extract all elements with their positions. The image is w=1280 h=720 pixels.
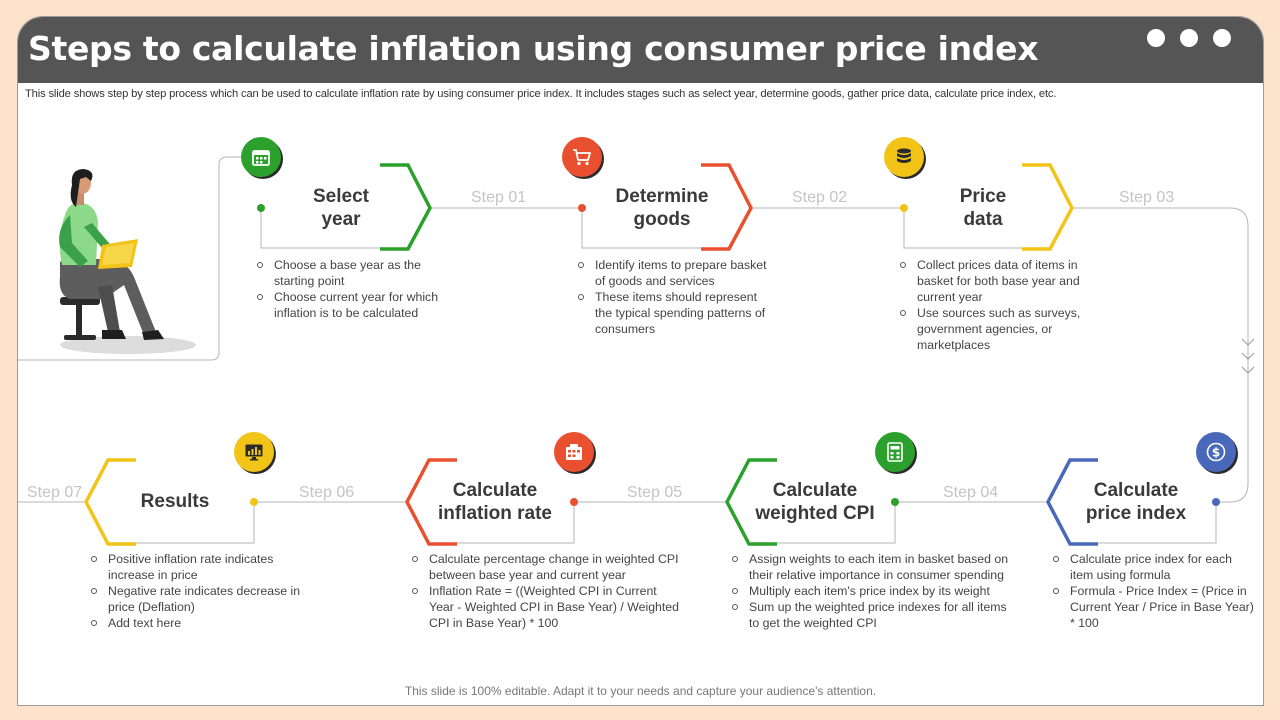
list-item: Negative rate indicates decrease in pric… [89, 583, 304, 615]
list-item: Choose current year for which inflation … [255, 289, 455, 321]
stage-title-inflation-rate: Calculate inflation rate [437, 480, 552, 524]
list-item: Sum up the weighted price indexes for al… [730, 599, 1020, 631]
step-label: Step 04 [943, 484, 999, 501]
slide-footer: This slide is 100% editable. Adapt it to… [404, 684, 877, 698]
list-item: Inflation Rate = ((Weighted CPI in Curre… [410, 583, 680, 631]
window-dot-icon [1147, 29, 1165, 47]
bullet-list-results: Positive inflation rate indicates increa… [89, 551, 304, 631]
stage-title-price-data: Price data [959, 186, 1007, 230]
calendar-icon [241, 137, 281, 177]
bullet-list-weighted-cpi: Assign weights to each item in basket ba… [730, 551, 1020, 631]
step-label: Step 01 [471, 189, 527, 206]
list-item: Multiply each item's price index by its … [730, 583, 1020, 599]
title-bar: Steps to calculate inflation using consu… [18, 17, 1263, 83]
database-icon [884, 137, 924, 177]
bullet-list-determine-goods: Identify items to prepare basket of good… [576, 257, 776, 337]
list-item: Use sources such as surveys, government … [898, 305, 1098, 353]
slide-title: Steps to calculate inflation using consu… [28, 29, 1039, 68]
window-dot-icon [1180, 29, 1198, 47]
stage-title-results: Results [140, 491, 210, 512]
stage-title-select-year: Select year [313, 186, 369, 230]
list-item: Calculate price index for each item usin… [1051, 551, 1256, 583]
flow-connectors [18, 156, 1255, 546]
list-item: These items should represent the typical… [576, 289, 776, 337]
list-item: Calculate percentage change in weighted … [410, 551, 680, 583]
woman-reading-illustration [59, 169, 196, 354]
svg-text:$: $ [1212, 446, 1220, 460]
list-item: Collect prices data of items in basket f… [898, 257, 1098, 305]
bullet-list-select-year: Choose a base year as the starting point… [255, 257, 455, 321]
list-item: Add text here [89, 615, 304, 631]
stage-title-determine-goods: Determine goods [615, 186, 709, 230]
monitor-chart-icon [234, 432, 274, 472]
step-label: Step 02 [792, 189, 848, 206]
step-label: Step 06 [299, 484, 355, 501]
step-label: Step 07 [27, 484, 83, 501]
bullet-list-price-index: Calculate price index for each item usin… [1051, 551, 1256, 631]
calculator-sheet-icon [554, 432, 594, 472]
dollar-coin-icon: $ [1196, 432, 1236, 472]
list-item: Choose a base year as the starting point [255, 257, 455, 289]
shopping-cart-icon [562, 137, 602, 177]
window-dot-icon [1213, 29, 1231, 47]
slide-subtitle: This slide shows step by step process wh… [25, 88, 1057, 100]
list-item: Identify items to prepare basket of good… [576, 257, 776, 289]
list-item: Formula - Price Index = (Price in Curren… [1051, 583, 1256, 631]
step-label: Step 05 [627, 484, 683, 501]
step-label: Step 03 [1119, 189, 1175, 206]
stage-title-price-index: Calculate price index [1085, 480, 1187, 524]
calculator-icon [875, 432, 915, 472]
bullet-list-inflation-rate: Calculate percentage change in weighted … [410, 551, 680, 631]
slide-frame: Steps to calculate inflation using consu… [17, 16, 1264, 706]
list-item: Assign weights to each item in basket ba… [730, 551, 1020, 583]
stage-title-weighted-cpi: Calculate weighted CPI [755, 480, 875, 524]
list-item: Positive inflation rate indicates increa… [89, 551, 304, 583]
bullet-list-price-data: Collect prices data of items in basket f… [898, 257, 1098, 353]
